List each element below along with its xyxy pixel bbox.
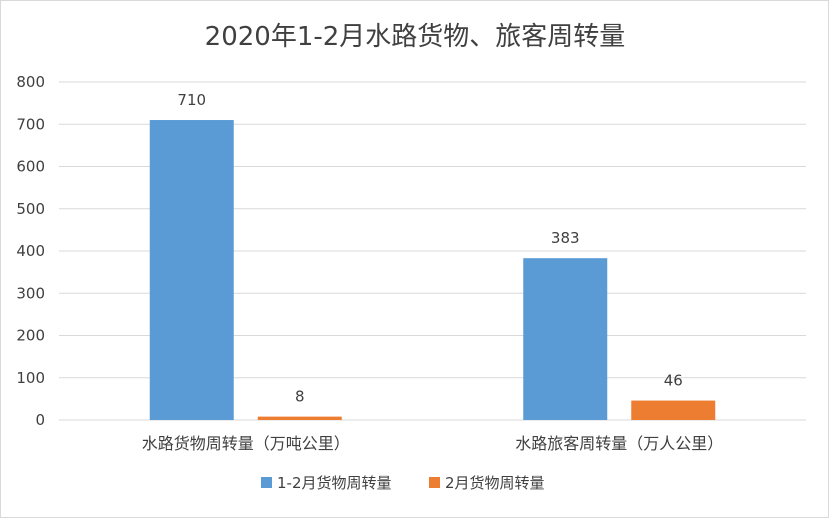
y-axis-ticks: 0 100 200 300 400 500 600 700 800: [16, 73, 45, 429]
legend[interactable]: 1-2月货物周转量 2月货物周转量: [261, 474, 545, 492]
bar-series-2-category-1[interactable]: [257, 416, 342, 420]
y-tick-label: 0: [35, 411, 45, 429]
y-tick-label: 700: [16, 115, 45, 133]
y-tick-label: 100: [16, 369, 45, 387]
legend-label: 1-2月货物周转量: [277, 474, 392, 492]
category-label: 水路旅客周转量（万人公里）: [515, 434, 723, 453]
y-tick-label: 400: [16, 242, 45, 260]
y-tick-label: 800: [16, 73, 45, 91]
y-tick-label: 500: [16, 200, 45, 218]
chart-title: 2020年1-2月水路货物、旅客周转量: [205, 22, 626, 52]
data-label: 710: [177, 91, 206, 109]
legend-item-1[interactable]: 1-2月货物周转量: [261, 474, 392, 492]
bar-series-1-category-1[interactable]: [149, 120, 234, 421]
bars: [149, 120, 716, 421]
y-tick-label: 300: [16, 284, 45, 302]
legend-swatch: [429, 477, 440, 488]
data-label: 46: [664, 372, 683, 390]
bar-series-2-category-2[interactable]: [631, 400, 716, 420]
data-label: 8: [295, 388, 305, 406]
legend-label: 2月货物周转量: [445, 474, 545, 492]
data-label: 383: [551, 229, 580, 247]
category-labels: 水路货物周转量（万吨公里） 水路旅客周转量（万人公里）: [142, 434, 724, 453]
y-tick-label: 200: [16, 327, 45, 345]
legend-item-2[interactable]: 2月货物周转量: [429, 474, 545, 492]
y-tick-label: 600: [16, 158, 45, 176]
data-labels: 710 8 383 46: [177, 91, 682, 406]
bar-series-1-category-2[interactable]: [523, 258, 608, 420]
legend-swatch: [261, 477, 272, 488]
category-label: 水路货物周转量（万吨公里）: [142, 434, 350, 453]
